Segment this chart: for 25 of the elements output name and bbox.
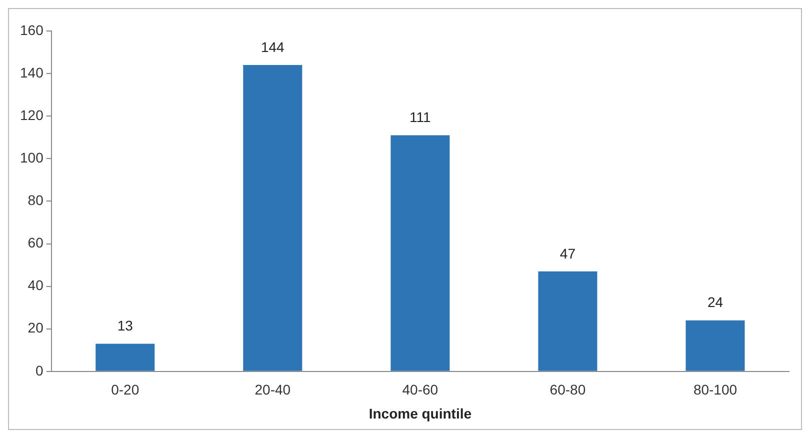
bar [96, 344, 155, 371]
data-label: 47 [560, 245, 576, 262]
y-tick-label: 140 [20, 64, 44, 80]
data-label: 144 [260, 38, 285, 55]
x-tick-label: 80-100 [693, 382, 738, 398]
data-label: 13 [117, 318, 134, 334]
x-tick-label: 0-20 [111, 382, 140, 398]
bar [538, 271, 598, 371]
y-tick-label: 20 [28, 320, 44, 336]
bar [243, 65, 302, 371]
x-tick-label: 20-40 [254, 382, 291, 398]
y-tick-label: 160 [20, 22, 44, 38]
x-axis-title: Income quintile [368, 405, 472, 422]
bar [686, 320, 745, 371]
y-tick-label: 60 [28, 234, 44, 251]
x-tick-label: 40-60 [402, 382, 438, 398]
y-tick-label: 120 [20, 106, 44, 123]
y-tick-label: 40 [28, 277, 44, 294]
y-tick-label: 0 [36, 362, 44, 378]
y-tick-label: 80 [28, 192, 44, 208]
y-tick-label: 100 [20, 150, 44, 166]
data-label: 24 [707, 294, 724, 310]
data-label: 111 [410, 109, 432, 126]
x-tick-label: 60-80 [550, 382, 586, 398]
bar [390, 135, 450, 371]
